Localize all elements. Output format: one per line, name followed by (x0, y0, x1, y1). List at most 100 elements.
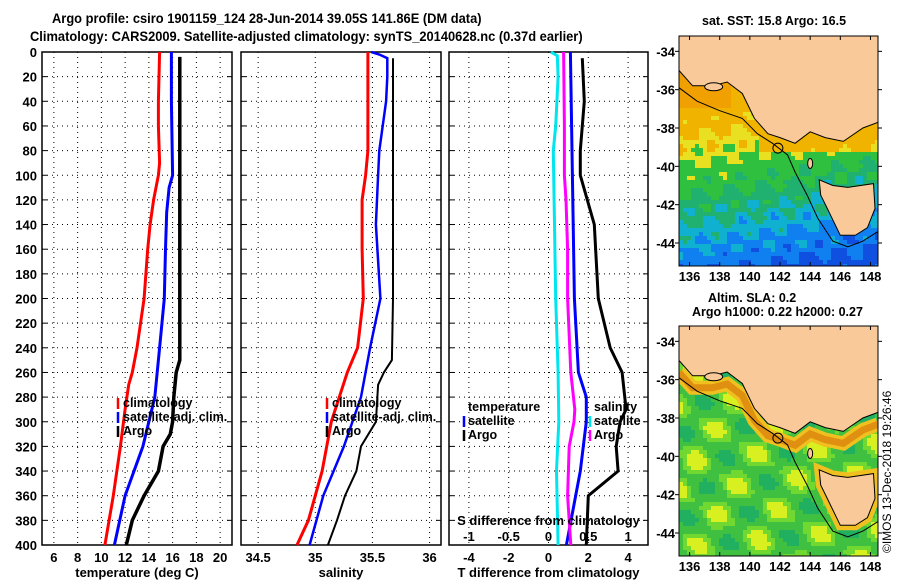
map-cell (739, 466, 743, 470)
map-cell (687, 506, 691, 510)
map-cell (843, 176, 847, 180)
map-cell (747, 256, 751, 260)
map-cell (871, 232, 875, 236)
map-cell (823, 256, 827, 260)
map-cell (867, 180, 871, 184)
map-cell (687, 88, 691, 92)
map-cell (743, 478, 747, 482)
map-cell (683, 394, 687, 398)
map-cell (807, 192, 811, 196)
map-cell (711, 450, 715, 454)
map-cell (815, 240, 819, 244)
map-cell (703, 438, 707, 442)
map-cell (691, 414, 695, 418)
map-cell (739, 144, 743, 148)
map-cell (775, 140, 779, 144)
map-cell (743, 240, 747, 244)
map-cell (767, 208, 771, 212)
map-cell (695, 104, 699, 108)
map-cell (763, 156, 767, 160)
map-cell (739, 410, 743, 414)
map-cell (703, 228, 707, 232)
map-cell (699, 224, 703, 228)
map-cell (867, 152, 871, 156)
map-cell (759, 220, 763, 224)
map-cell (711, 426, 715, 430)
map-cell (695, 466, 699, 470)
map-cell (723, 88, 727, 92)
map-cell (787, 466, 791, 470)
map-cell (819, 152, 823, 156)
map-cell (783, 180, 787, 184)
map-cell (839, 156, 843, 160)
map-cell (803, 204, 807, 208)
map-cell (743, 466, 747, 470)
map-cell (723, 414, 727, 418)
map-cell (783, 220, 787, 224)
map-cell (715, 486, 719, 490)
map-cell (779, 248, 783, 252)
map-cell (791, 526, 795, 530)
map-cell (827, 252, 831, 256)
map-cell (771, 478, 775, 482)
map-cell (735, 450, 739, 454)
map-cell (739, 422, 743, 426)
map-cell (747, 196, 751, 200)
map-cell (707, 438, 711, 442)
map-cell (835, 252, 839, 256)
map-cell (735, 244, 739, 248)
map-cell (787, 144, 791, 148)
map-cell (731, 486, 735, 490)
map-cell (799, 188, 803, 192)
map-cell (679, 418, 683, 422)
map-cell (739, 470, 743, 474)
map-cell (791, 518, 795, 522)
map-cell (783, 514, 787, 518)
map-cell (751, 430, 755, 434)
map-cell (767, 172, 771, 176)
map-cell (739, 132, 743, 136)
map-cell (735, 240, 739, 244)
map-cell (707, 116, 711, 120)
map-cell (795, 176, 799, 180)
map-cell (719, 172, 723, 176)
map-cell (723, 220, 727, 224)
map-cell (691, 526, 695, 530)
map-cell (691, 92, 695, 96)
map-cell (699, 116, 703, 120)
map-cell (735, 116, 739, 120)
map-cell (747, 550, 751, 554)
map-cell (827, 140, 831, 144)
map-x-tick-label: 144 (799, 269, 821, 284)
map-cell (735, 550, 739, 554)
map-cell (831, 220, 835, 224)
map-cell (703, 136, 707, 140)
map-cell (727, 526, 731, 530)
map-cell (679, 514, 683, 518)
map-cell (763, 232, 767, 236)
map-cell (859, 248, 863, 252)
map-cell (691, 252, 695, 256)
map-cell (803, 156, 807, 160)
map-cell (775, 426, 779, 430)
map-cell (843, 240, 847, 244)
y-tick-label: 380 (15, 513, 37, 528)
map-cell (727, 422, 731, 426)
map-cell (843, 164, 847, 168)
map-cell (723, 490, 727, 494)
map-cell (759, 172, 763, 176)
map-cell (771, 152, 775, 156)
map-cell (707, 204, 711, 208)
map-cell (699, 244, 703, 248)
map-cell (795, 458, 799, 462)
map-cell (811, 260, 815, 264)
map-cell (775, 546, 779, 550)
legend-label: Argo (123, 424, 153, 438)
map-cell (747, 136, 751, 140)
map-cell (695, 550, 699, 554)
map-cell (771, 208, 775, 212)
map-cell (847, 256, 851, 260)
map-cell (727, 208, 731, 212)
map-cell (739, 478, 743, 482)
map-cell (871, 244, 875, 248)
